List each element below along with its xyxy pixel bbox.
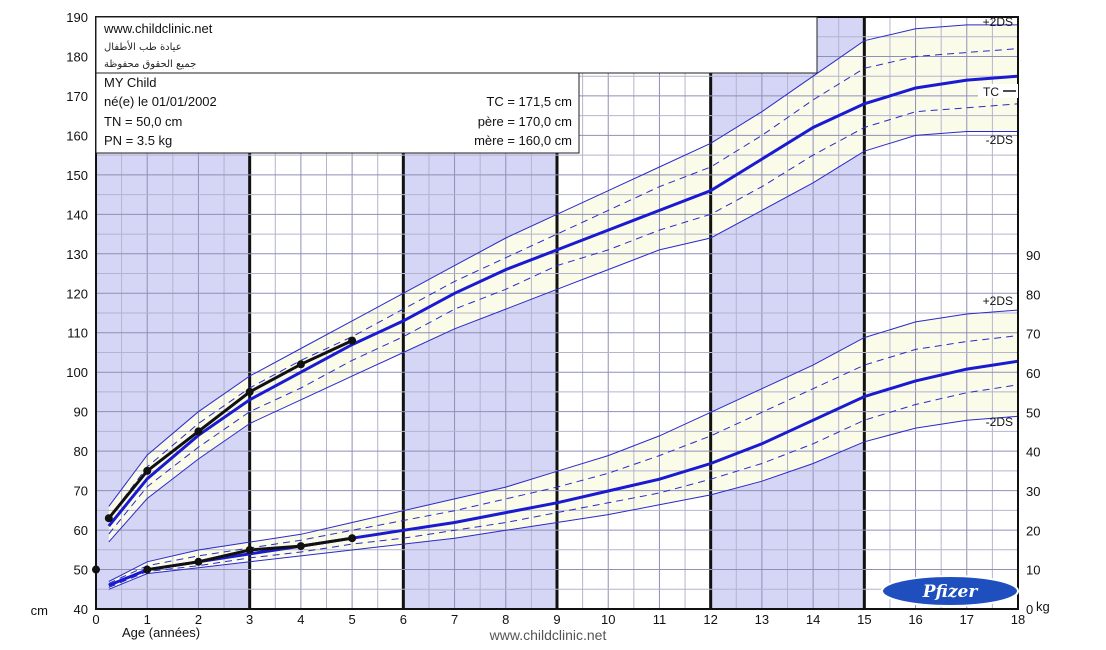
right-tick-label-60: 60 (1026, 366, 1040, 381)
y-tick-label-190: 190 (66, 10, 88, 25)
y-tick-label-40: 40 (74, 602, 88, 617)
x-tick-label-0: 0 (92, 612, 99, 627)
x-tick-label-4: 4 (297, 612, 304, 627)
info-box-bottom (95, 72, 580, 154)
tc-label-box (978, 84, 1018, 98)
weight-reference-band (108, 310, 1019, 590)
patient-weight-point-1 (194, 557, 203, 566)
patient-height-point-1 (143, 466, 152, 475)
info-arabic-line1: عيادة طب الأطفال (104, 40, 182, 53)
right-tick-label-50: 50 (1026, 405, 1040, 420)
info-pere: père = 170,0 cm (478, 114, 572, 129)
patient-weight-point-4 (348, 534, 357, 543)
axes: 0 1 2 3 4 5 6 7 8 9 10 11 12 13 14 15 16 17 18405060708090… (66, 10, 1040, 627)
height-mean-line (107, 74, 1019, 528)
x-tick-label-1: 1 (144, 612, 151, 627)
x-tick-label-15: 15 (857, 612, 871, 627)
info-tc: TC = 171,5 cm (486, 94, 572, 109)
right-tick-label-70: 70 (1026, 327, 1040, 342)
info-tn: TN = 50,0 cm (104, 114, 182, 129)
x-tick-label-13: 13 (755, 612, 769, 627)
x-tick-label-2: 2 (195, 612, 202, 627)
reference-bands (108, 24, 1019, 590)
x-tick-label-18: 18 (1011, 612, 1025, 627)
pfizer-logo-shape (881, 575, 1019, 607)
patient-weight-point-0 (143, 565, 152, 574)
info-site: www.childclinic.net (103, 21, 213, 36)
weight-minus1ds-line (108, 384, 1019, 588)
y-tick-label-120: 120 (66, 286, 88, 301)
patient-height-point-0 (104, 514, 113, 523)
footer-site: www.childclinic.net (489, 627, 607, 643)
patient-height-point-4 (296, 360, 305, 369)
pfizer-logo-text: Pfizer (922, 582, 979, 602)
x-tick-label-8: 8 (502, 612, 509, 627)
height-minus1ds-line (108, 103, 1019, 535)
patient-curves (92, 336, 357, 574)
height-minus2ds-line (108, 131, 1018, 543)
info-box: www.childclinic.net عيادة طب الأطفال جمي… (95, 16, 818, 154)
x-tick-label-5: 5 (348, 612, 355, 627)
x-tick-label-6: 6 (400, 612, 407, 627)
patient-height-line (107, 339, 353, 520)
x-tick-label-12: 12 (703, 612, 717, 627)
y-tick-label-90: 90 (74, 405, 88, 420)
weight-plus2ds-label: +2DS (983, 294, 1013, 308)
right-unit-label: kg (1036, 599, 1050, 614)
height-reference-band (108, 24, 1019, 542)
y-tick-label-180: 180 (66, 49, 88, 64)
y-tick-label-80: 80 (74, 444, 88, 459)
y-tick-label-160: 160 (66, 128, 88, 143)
y-tick-label-150: 150 (66, 168, 88, 183)
left-unit-label: cm (31, 603, 48, 618)
y-tick-label-50: 50 (74, 563, 88, 578)
y-tick-label-60: 60 (74, 523, 88, 538)
x-axis-label: Age (années) (122, 625, 200, 640)
weight-minus2ds-label: -2DS (986, 415, 1013, 429)
info-arabic-line2: جميع الحقوق محفوظة (104, 59, 196, 70)
info-birth: né(e) le 01/01/2002 (104, 94, 217, 109)
x-tick-label-7: 7 (451, 612, 458, 627)
patient-height-point-5 (348, 336, 357, 345)
info-pn: PN = 3.5 kg (104, 133, 172, 148)
x-tick-label-3: 3 (246, 612, 253, 627)
patient-weight-point-3 (296, 542, 305, 551)
y-tick-label-170: 170 (66, 89, 88, 104)
y-tick-label-100: 100 (66, 365, 88, 380)
right-tick-label-0: 0 (1026, 602, 1033, 617)
x-tick-label-16: 16 (908, 612, 922, 627)
pfizer-logo: Pfizer (881, 575, 1019, 607)
x-tick-label-17: 17 (960, 612, 974, 627)
right-tick-label-20: 20 (1026, 523, 1040, 538)
height-plus2ds-label: +2DS (983, 15, 1013, 29)
right-tick-label-40: 40 (1026, 445, 1040, 460)
y-tick-label-110: 110 (67, 326, 88, 341)
right-tick-label-10: 10 (1026, 563, 1040, 578)
height-plus2ds-line (108, 24, 1018, 507)
weight-minus2ds-line (108, 415, 1019, 590)
info-box-top (95, 16, 818, 74)
x-tick-label-14: 14 (806, 612, 820, 627)
info-mere: mère = 160,0 cm (474, 133, 572, 148)
right-tick-label-90: 90 (1026, 248, 1040, 263)
weight-plus2ds-line (108, 309, 1019, 582)
x-tick-label-11: 11 (653, 612, 667, 627)
patient-height-point-2 (194, 427, 203, 436)
y-tick-label-130: 130 (66, 247, 88, 262)
height-minus2ds-label: -2DS (986, 133, 1013, 147)
patient-height-point-3 (245, 387, 254, 396)
right-tick-label-30: 30 (1026, 484, 1040, 499)
x-tick-label-10: 10 (601, 612, 615, 627)
info-child-name: MY Child (104, 75, 157, 90)
y-tick-label-70: 70 (74, 484, 88, 499)
height-tc-label: TC (983, 85, 999, 99)
y-tick-label-140: 140 (66, 207, 88, 222)
patient-weight-point-2 (245, 546, 254, 554)
x-tick-label-9: 9 (553, 612, 560, 627)
right-tick-label-80: 80 (1026, 287, 1040, 302)
